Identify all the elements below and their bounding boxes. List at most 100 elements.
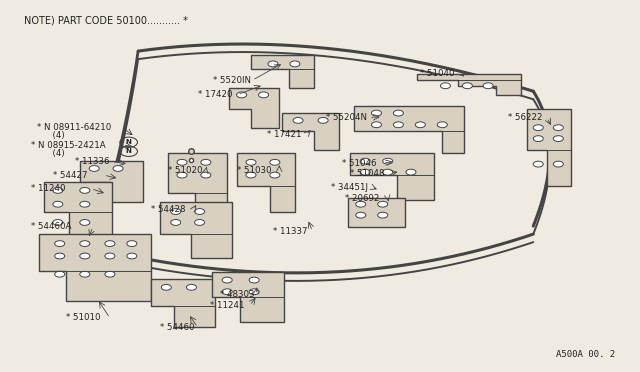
- Polygon shape: [237, 153, 295, 212]
- Circle shape: [360, 158, 370, 164]
- Text: * 17421: * 17421: [267, 131, 301, 140]
- Circle shape: [383, 169, 393, 175]
- Circle shape: [554, 125, 563, 131]
- Circle shape: [483, 83, 493, 89]
- Polygon shape: [39, 234, 150, 301]
- Text: * 54460A: * 54460A: [31, 222, 72, 231]
- Circle shape: [177, 159, 187, 165]
- Text: (4): (4): [47, 131, 65, 140]
- Circle shape: [378, 201, 388, 207]
- Text: * 56222: * 56222: [508, 113, 543, 122]
- Circle shape: [533, 125, 543, 131]
- Text: NOTE) PART CODE 50100........... *: NOTE) PART CODE 50100........... *: [24, 15, 188, 25]
- Circle shape: [177, 172, 187, 178]
- Text: (4): (4): [47, 149, 65, 158]
- Polygon shape: [417, 74, 521, 95]
- Polygon shape: [150, 279, 214, 327]
- Circle shape: [371, 122, 381, 128]
- Circle shape: [394, 122, 403, 128]
- Polygon shape: [168, 153, 227, 219]
- Circle shape: [201, 172, 211, 178]
- Circle shape: [533, 161, 543, 167]
- Circle shape: [293, 118, 303, 123]
- Text: * 20692: * 20692: [345, 193, 380, 202]
- Circle shape: [394, 110, 403, 116]
- Circle shape: [554, 161, 563, 167]
- Text: * 51040: * 51040: [420, 69, 455, 78]
- Circle shape: [80, 201, 90, 207]
- Polygon shape: [350, 153, 434, 200]
- Circle shape: [440, 83, 451, 89]
- Circle shape: [80, 271, 90, 277]
- Circle shape: [383, 158, 393, 164]
- Circle shape: [462, 83, 472, 89]
- Circle shape: [186, 285, 196, 290]
- Circle shape: [201, 159, 211, 165]
- Circle shape: [80, 219, 90, 225]
- Circle shape: [53, 187, 63, 193]
- Text: * 5520IN: * 5520IN: [213, 76, 252, 85]
- Circle shape: [127, 253, 137, 259]
- Circle shape: [171, 209, 180, 214]
- Text: * 11337: * 11337: [273, 227, 307, 236]
- Circle shape: [268, 61, 278, 67]
- Circle shape: [259, 92, 269, 98]
- Circle shape: [246, 159, 256, 165]
- Text: A500A 00. 2: A500A 00. 2: [556, 350, 615, 359]
- Circle shape: [53, 219, 63, 225]
- Circle shape: [437, 122, 447, 128]
- Text: * 54427: * 54427: [54, 171, 88, 180]
- Circle shape: [113, 166, 123, 171]
- Text: * 54460: * 54460: [160, 323, 195, 332]
- Text: * 48303: * 48303: [220, 290, 254, 299]
- Polygon shape: [348, 198, 404, 227]
- Circle shape: [249, 277, 259, 283]
- Circle shape: [246, 172, 256, 178]
- Circle shape: [105, 241, 115, 247]
- Polygon shape: [44, 182, 112, 237]
- Circle shape: [105, 271, 115, 277]
- Polygon shape: [160, 202, 232, 258]
- Circle shape: [80, 187, 90, 193]
- Circle shape: [533, 136, 543, 141]
- Circle shape: [237, 92, 246, 98]
- Circle shape: [80, 241, 90, 247]
- Text: * 11240: * 11240: [31, 184, 66, 193]
- Circle shape: [127, 241, 137, 247]
- Text: * 55204N: * 55204N: [326, 113, 367, 122]
- Polygon shape: [527, 109, 571, 186]
- Circle shape: [53, 201, 63, 207]
- Text: N: N: [126, 139, 132, 145]
- Circle shape: [195, 209, 205, 214]
- Circle shape: [249, 289, 259, 295]
- Circle shape: [222, 277, 232, 283]
- Circle shape: [195, 219, 205, 225]
- Text: * N 08911-64210: * N 08911-64210: [36, 123, 111, 132]
- Text: * 54428: * 54428: [150, 205, 185, 214]
- Circle shape: [360, 169, 370, 175]
- Circle shape: [356, 201, 366, 207]
- Circle shape: [318, 118, 328, 123]
- Polygon shape: [81, 161, 143, 202]
- Circle shape: [290, 61, 300, 67]
- Text: * 11336: * 11336: [76, 157, 110, 166]
- Circle shape: [378, 212, 388, 218]
- Circle shape: [415, 122, 426, 128]
- Polygon shape: [251, 55, 314, 87]
- Text: * N 08915-2421A: * N 08915-2421A: [31, 141, 106, 150]
- Circle shape: [554, 136, 563, 141]
- Circle shape: [356, 212, 366, 218]
- Circle shape: [105, 253, 115, 259]
- Text: * 51048: * 51048: [350, 169, 385, 178]
- Circle shape: [171, 219, 180, 225]
- Text: * 17420: * 17420: [198, 90, 232, 99]
- Circle shape: [270, 159, 280, 165]
- Circle shape: [54, 271, 65, 277]
- Circle shape: [406, 169, 416, 175]
- Text: * 51030: * 51030: [237, 166, 272, 175]
- Text: * 34451J: * 34451J: [332, 183, 368, 192]
- Text: * 11241: * 11241: [211, 301, 244, 310]
- Circle shape: [54, 253, 65, 259]
- Text: * 51046: * 51046: [342, 159, 376, 168]
- Polygon shape: [229, 87, 279, 128]
